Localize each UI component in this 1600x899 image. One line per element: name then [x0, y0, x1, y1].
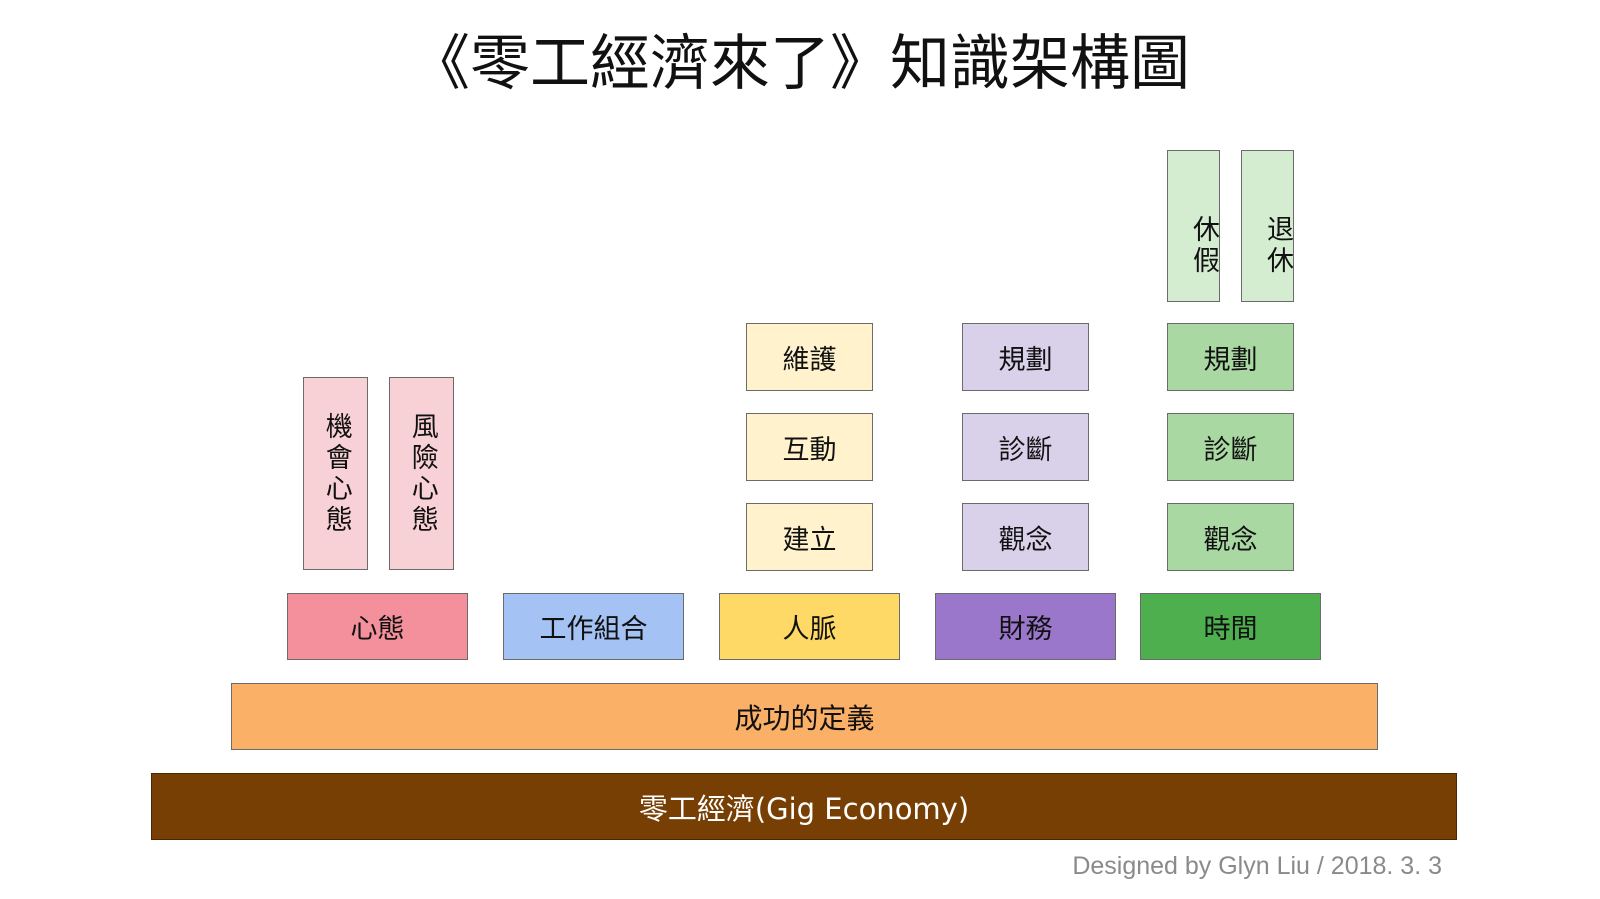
designer-credit: Designed by Glyn Liu / 2018. 3. 3: [1072, 852, 1442, 880]
time-vacation-box: 休假: [1167, 150, 1220, 302]
network-interact-box: 互動: [746, 413, 873, 481]
success-definition-bar: 成功的定義: [231, 683, 1378, 750]
time-plan-box: 規劃: [1167, 323, 1294, 391]
finance-diagnose-box: 診斷: [962, 413, 1089, 481]
mindset-risk-box: 風險心態: [389, 377, 454, 570]
finance-plan-box: 規劃: [962, 323, 1089, 391]
time-retire-box: 退休: [1241, 150, 1294, 302]
network-maintain-box: 維護: [746, 323, 873, 391]
time-box: 時間: [1140, 593, 1321, 660]
mindset-opportunity-box: 機會心態: [303, 377, 368, 570]
network-box: 人脈: [719, 593, 900, 660]
time-concept-box: 觀念: [1167, 503, 1294, 571]
gig-economy-foundation-bar: 零工經濟(Gig Economy): [151, 773, 1457, 840]
finance-box: 財務: [935, 593, 1116, 660]
time-diagnose-box: 診斷: [1167, 413, 1294, 481]
diagram-title: 《零工經濟來了》知識架構圖: [410, 29, 1190, 99]
finance-concept-box: 觀念: [962, 503, 1089, 571]
network-build-box: 建立: [746, 503, 873, 571]
mindset-box: 心態: [287, 593, 468, 660]
work-portfolio-box: 工作組合: [503, 593, 684, 660]
